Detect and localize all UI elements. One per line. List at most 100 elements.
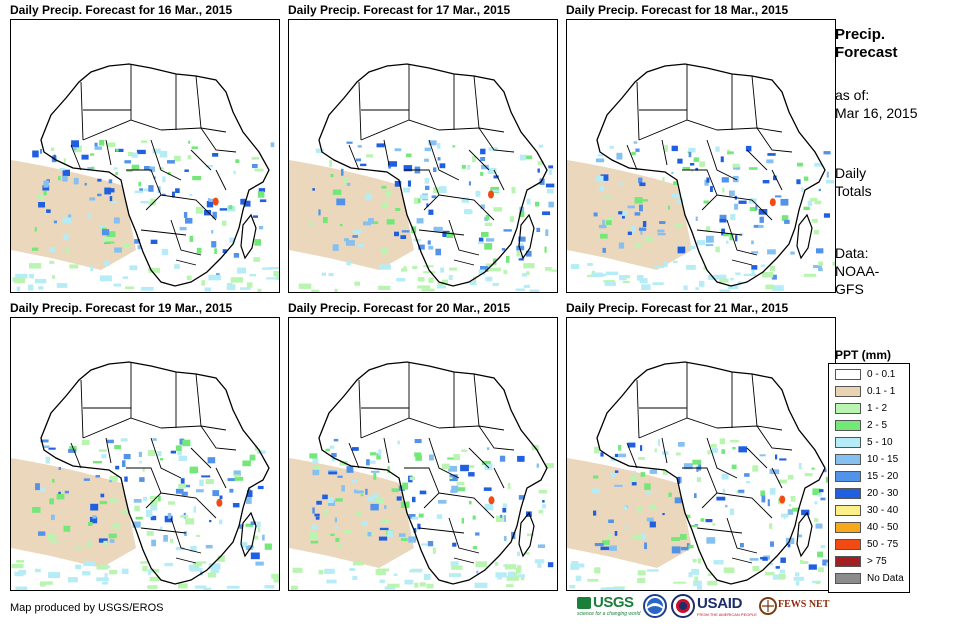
rainfall-cell	[53, 220, 57, 224]
rainfall-cell	[423, 573, 431, 580]
rainfall-cell	[349, 568, 356, 571]
rainfall-cell	[35, 278, 47, 284]
rainfall-cell	[361, 520, 368, 526]
country-border	[756, 425, 793, 451]
rainfall-cell	[721, 449, 725, 454]
rainfall-cell	[696, 240, 706, 246]
rainfall-cell	[157, 451, 162, 457]
rainfall-cell	[192, 176, 202, 181]
rainfall-cell	[100, 493, 105, 498]
rainfall-cell	[778, 479, 787, 484]
rainfall-cell	[419, 582, 426, 587]
rainfall-cell	[594, 543, 604, 547]
rainfall-cell	[216, 273, 220, 277]
africa-map	[11, 361, 279, 590]
rainfall-cell	[526, 271, 530, 275]
rainfall-cell	[418, 513, 424, 518]
country-border	[215, 467, 227, 489]
legend-item: 2 - 5	[835, 419, 907, 433]
rainfall-cell	[183, 212, 188, 218]
rainfall-cell	[822, 559, 830, 566]
legend-item: 20 - 30	[835, 487, 907, 501]
rainfall-cell	[630, 476, 637, 483]
rainfall-cell	[75, 564, 81, 570]
precip-map	[10, 19, 280, 293]
rainfall-cell	[269, 267, 279, 270]
country-border	[468, 149, 490, 171]
rainfall-cell	[770, 469, 780, 475]
legend-item: 0 - 0.1	[835, 368, 907, 382]
rainfall-cell	[414, 197, 419, 204]
rainfall-cell	[438, 499, 447, 504]
rainfall-cell	[146, 531, 154, 536]
rainfall-cell	[537, 161, 544, 165]
rainfall-cell	[461, 197, 469, 203]
rainfall-cell	[373, 472, 377, 480]
rainfall-cell	[721, 177, 729, 183]
rainfall-cell	[475, 561, 488, 568]
rainfall-cell	[352, 575, 358, 580]
rainfall-cell	[48, 572, 60, 579]
rainfall-cell	[335, 525, 338, 530]
country-border	[493, 169, 505, 191]
rainfall-cell	[460, 464, 469, 472]
rainfall-cell	[696, 466, 699, 472]
rainfall-cell	[351, 479, 358, 483]
rainfall-cell	[43, 180, 49, 188]
rainfall-cell	[185, 518, 195, 525]
rainfall-cell	[788, 504, 792, 507]
rainfall-cell	[318, 209, 321, 216]
rainfall-cell	[161, 193, 166, 196]
rainfall-cell	[781, 215, 789, 221]
rainfall-cell	[125, 286, 135, 289]
rainfall-cell	[729, 233, 734, 241]
rainfall-cell	[112, 523, 121, 529]
rainfall-cell	[322, 217, 328, 224]
rainfall-cell	[429, 454, 434, 461]
rainfall-cell	[257, 191, 265, 198]
rainfall-cell	[804, 273, 817, 277]
rainfall-cell	[569, 585, 576, 589]
legend-swatch	[835, 403, 861, 414]
legend-label: 30 - 40	[867, 505, 899, 516]
legend-item: 10 - 15	[835, 453, 907, 467]
country-border	[404, 169, 440, 211]
rainfall-cell	[501, 248, 506, 251]
rainfall-cell	[196, 534, 201, 537]
rainfall-cell	[618, 453, 626, 458]
country-border	[105, 139, 112, 166]
legend-item: 30 - 40	[835, 504, 907, 518]
panel-title: Daily Precip. Forecast for 20 Mar., 2015	[288, 301, 511, 315]
country-border	[751, 373, 758, 427]
rainfall-cell	[662, 177, 665, 182]
rainfall-cell	[636, 275, 644, 281]
country-border	[726, 517, 758, 554]
rainfall-cell	[337, 544, 342, 547]
rainfall-cell	[677, 476, 681, 484]
rainfall-cell	[370, 470, 380, 473]
rainfall-cell	[446, 232, 454, 238]
rainfall-cell	[613, 587, 625, 590]
rainfall-cell	[38, 286, 44, 290]
country-border	[160, 127, 227, 133]
rainfall-cell	[204, 287, 212, 292]
rainfall-cell	[677, 158, 683, 164]
country-border	[478, 425, 515, 451]
rainfall-cell	[788, 474, 794, 480]
rainfall-cell	[472, 156, 476, 163]
rainfall-cell	[325, 448, 330, 452]
rainfall-cell	[765, 571, 775, 576]
rainfall-cell	[703, 200, 709, 204]
rainfall-cell	[734, 203, 739, 210]
rainfall-cell	[109, 498, 119, 503]
rainfall-cell	[140, 286, 154, 291]
rainfall-cell	[387, 583, 400, 588]
rainfall-cell	[226, 284, 236, 291]
rainfall-cell	[632, 534, 642, 540]
rainfall-cell	[603, 194, 611, 198]
rainfall-cell	[659, 221, 666, 224]
rainfall-cell	[423, 265, 434, 268]
rainfall-cell	[739, 232, 744, 236]
rainfall-cell	[329, 160, 332, 167]
rainfall-cell	[524, 552, 530, 555]
